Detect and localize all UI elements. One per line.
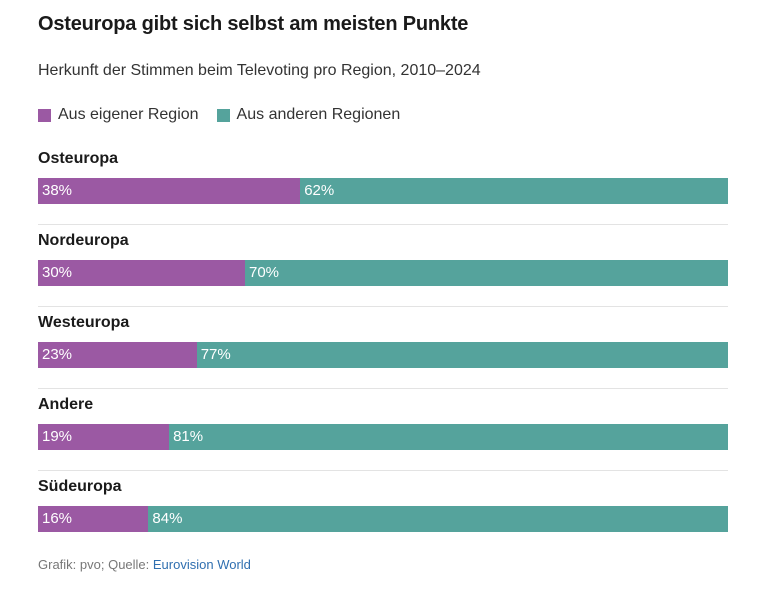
data-label: 62%	[304, 182, 335, 199]
bar-segment-own: 23%	[38, 342, 197, 368]
category-label: Nordeuropa	[38, 232, 129, 249]
data-label: 84%	[152, 510, 183, 527]
bar-segment-own: 30%	[38, 260, 245, 286]
legend-label-other: Aus anderen Regionen	[236, 106, 401, 123]
bar-segment-other: 62%	[300, 178, 728, 204]
legend-label-own: Aus eigener Region	[58, 106, 199, 123]
category-label: Westeuropa	[38, 314, 130, 331]
category-label: Südeuropa	[38, 478, 122, 495]
bar-segment-own: 16%	[38, 506, 149, 532]
row-divider	[38, 306, 728, 307]
legend-item-other: Aus anderen Regionen	[216, 106, 401, 124]
data-label: 30%	[42, 264, 73, 281]
chart-title: Osteuropa gibt sich selbst am meisten Pu…	[38, 13, 469, 35]
data-label: 38%	[42, 182, 73, 199]
bar-segment-own: 19%	[38, 424, 170, 450]
bar-row: Osteuropa 38% 62%	[38, 150, 728, 204]
bar-segment-other: 84%	[148, 506, 728, 532]
bar-segment-other: 77%	[196, 342, 728, 368]
row-divider	[38, 388, 728, 389]
legend: Aus eigener Region Aus anderen Regionen	[38, 106, 418, 124]
stacked-bar: 38% 62%	[38, 178, 728, 204]
chart-subtitle: Herkunft der Stimmen beim Televoting pro…	[38, 62, 481, 79]
legend-item-own: Aus eigener Region	[38, 106, 199, 124]
bar-segment-other: 81%	[169, 424, 728, 450]
bar-row: Südeuropa 16% 84%	[38, 478, 728, 532]
data-label: 70%	[249, 264, 280, 281]
stacked-bar: 30% 70%	[38, 260, 728, 286]
category-label: Osteuropa	[38, 150, 119, 167]
data-label: 23%	[42, 346, 73, 363]
category-label: Andere	[38, 396, 94, 413]
bar-row: Nordeuropa 30% 70%	[38, 232, 728, 286]
bar-segment-other: 70%	[245, 260, 728, 286]
bar-row: Andere 19% 81%	[38, 396, 728, 450]
data-label: 16%	[42, 510, 73, 527]
data-label: 19%	[42, 428, 73, 445]
row-divider	[38, 470, 728, 471]
bar-segment-own: 38%	[38, 178, 301, 204]
data-label: 81%	[173, 428, 204, 445]
data-label: 77%	[200, 346, 231, 363]
bar-row: Westeuropa 23% 77%	[38, 314, 728, 368]
legend-swatch-own	[38, 108, 51, 122]
source-prefix: Grafik: pvo; Quelle:	[38, 557, 153, 572]
stacked-bar: 19% 81%	[38, 424, 728, 450]
row-divider	[38, 224, 728, 225]
source-link[interactable]: Eurovision World	[152, 557, 251, 572]
source-note: Grafik: pvo; Quelle: Eurovision World	[38, 557, 251, 572]
legend-swatch-other	[216, 108, 230, 122]
stacked-bar: 16% 84%	[38, 506, 728, 532]
stacked-bar: 23% 77%	[38, 342, 728, 368]
